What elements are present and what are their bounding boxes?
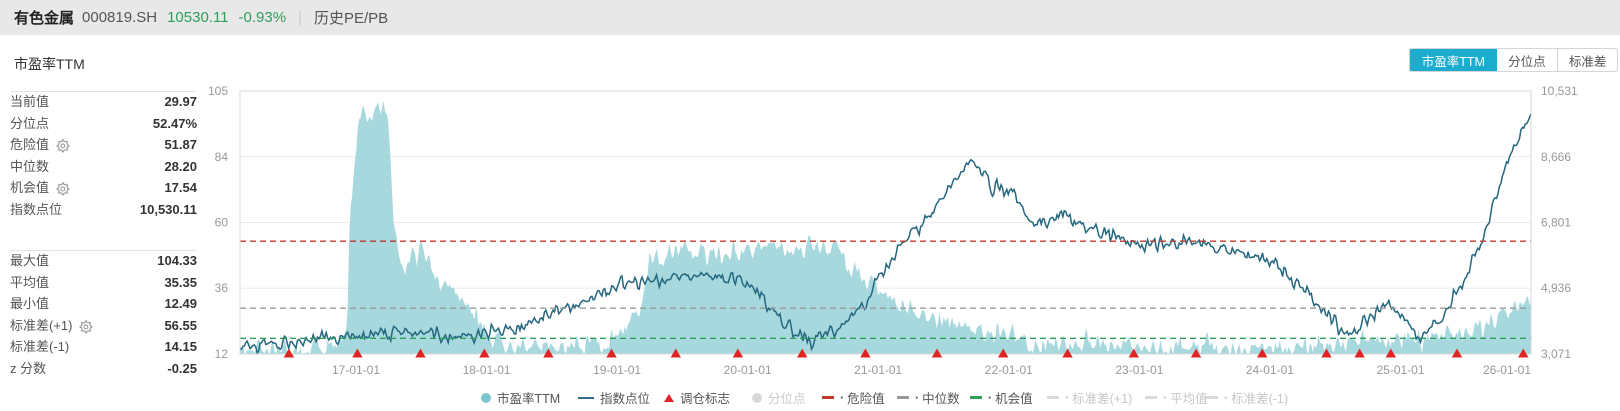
svg-text:19-01-01: 19-01-01 [593,363,641,377]
svg-text:25-01-01: 25-01-01 [1376,363,1424,377]
svg-text:24-01-01: 24-01-01 [1246,363,1294,377]
svg-text:6,801: 6,801 [1541,216,1571,230]
svg-text:4,936: 4,936 [1541,281,1571,295]
svg-text:22-01-01: 22-01-01 [985,363,1033,377]
svg-text:12: 12 [215,347,229,361]
svg-text:3,071: 3,071 [1541,347,1571,361]
svg-text:26-01-01: 26-01-01 [1483,363,1531,377]
svg-text:21-01-01: 21-01-01 [854,363,902,377]
svg-text:18-01-01: 18-01-01 [463,363,511,377]
svg-text:60: 60 [215,216,229,230]
svg-text:105: 105 [208,84,228,98]
svg-text:20-01-01: 20-01-01 [724,363,772,377]
svg-text:36: 36 [215,281,229,295]
svg-text:23-01-01: 23-01-01 [1115,363,1163,377]
svg-text:84: 84 [215,150,229,164]
svg-text:10,531: 10,531 [1541,84,1578,98]
svg-text:17-01-01: 17-01-01 [332,363,380,377]
svg-text:8,666: 8,666 [1541,150,1571,164]
